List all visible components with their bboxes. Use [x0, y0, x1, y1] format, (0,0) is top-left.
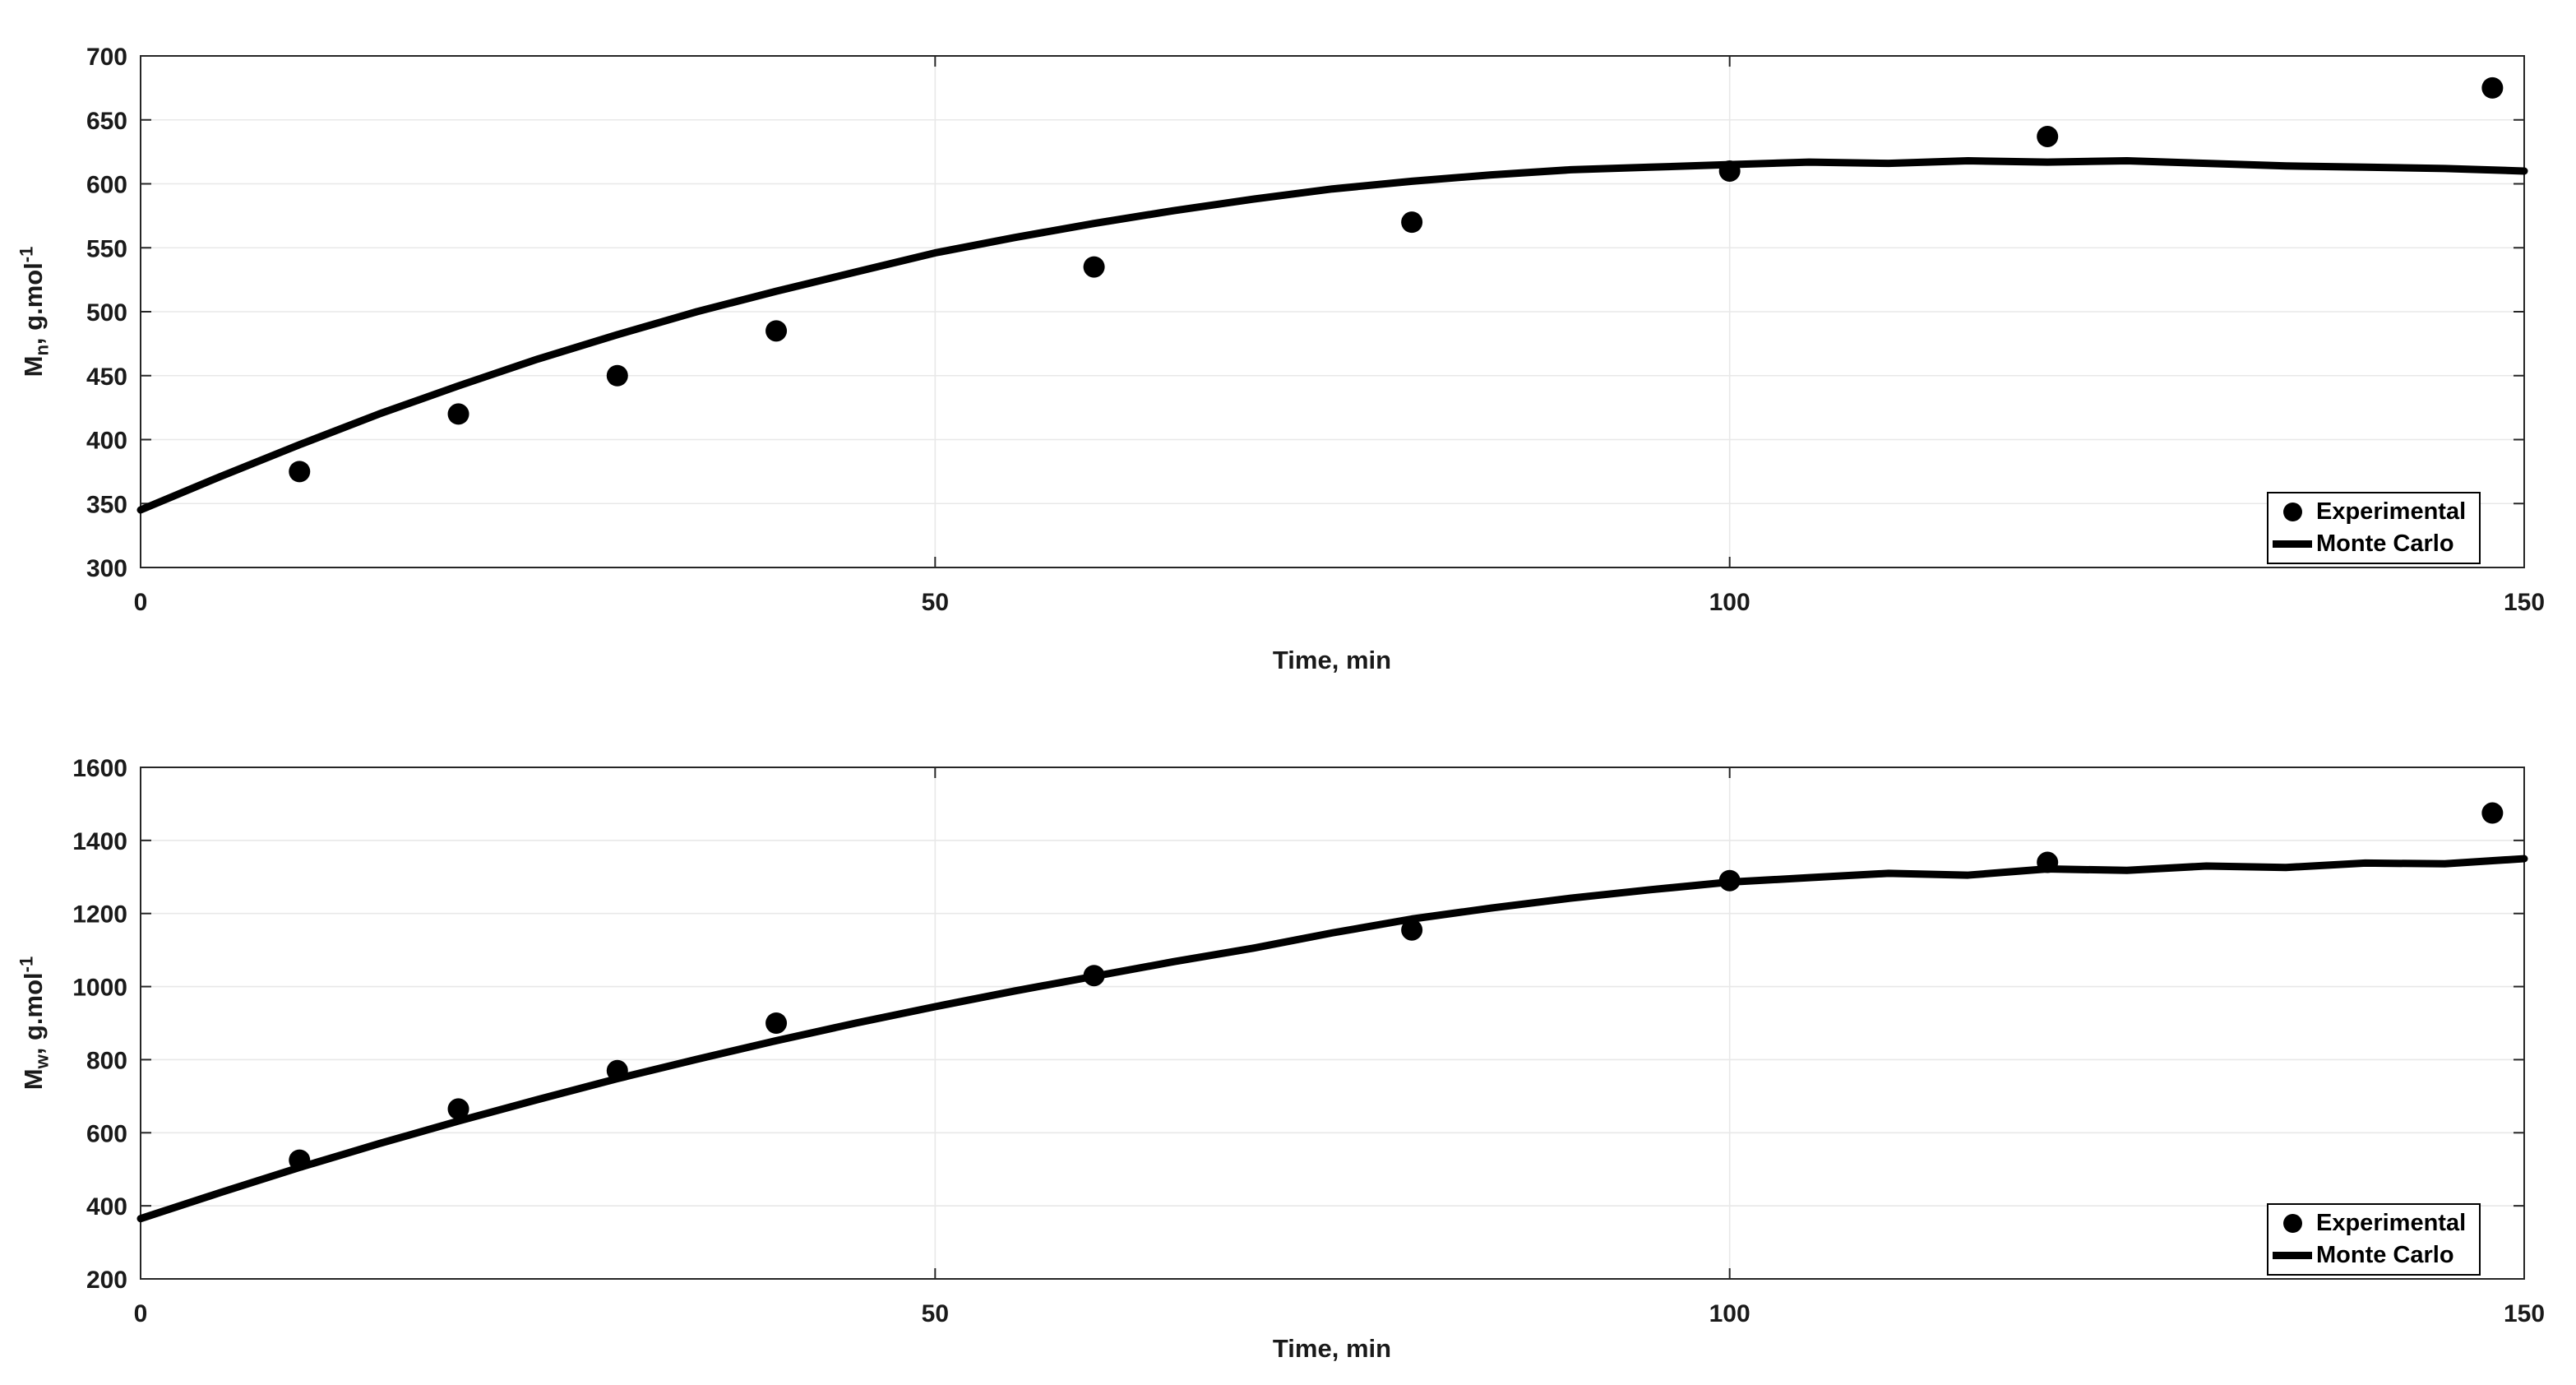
svg-text:100: 100 — [1709, 589, 1750, 616]
y-axis-label-mn-subscript: n — [31, 345, 53, 356]
legend-label-experimental: Experimental — [2316, 498, 2467, 525]
y-axis-label-mn: Mn, g.mol-1 — [16, 247, 53, 378]
chart-0: 0 50 100 150 300 350 400 450 500 550 600 650 700 — [86, 44, 2545, 616]
svg-text:600: 600 — [86, 172, 127, 199]
chart-1: 0 50 100 150 200 400 600 800 1000 1200 1400 1600 — [72, 755, 2545, 1327]
svg-text:1200: 1200 — [72, 901, 127, 929]
svg-text:1600: 1600 — [72, 755, 127, 782]
legend-marker-cell — [2268, 1214, 2316, 1233]
legend-marker-cell — [2268, 540, 2316, 548]
chart-0-series-experimental — [289, 76, 2504, 483]
chart-1-grid — [141, 767, 2524, 1279]
legend-top: Experimental Monte Carlo — [2267, 492, 2481, 564]
legend-label-monte-carlo: Monte Carlo — [2316, 1242, 2454, 1268]
x-axis-label-bottom: Time, min — [1272, 1334, 1392, 1363]
y-axis-label-mw: Mw, g.mol-1 — [16, 957, 53, 1090]
legend-top-entry-experimental: Experimental — [2268, 496, 2479, 528]
svg-text:650: 650 — [86, 108, 127, 135]
legend-label-experimental: Experimental — [2316, 1210, 2467, 1236]
svg-text:300: 300 — [86, 555, 127, 582]
svg-text:400: 400 — [86, 1193, 127, 1221]
chart-1-series-experimental — [289, 802, 2504, 1171]
dot-marker-icon — [2282, 503, 2302, 521]
y-axis-label-mn-units: , g.mol — [19, 262, 49, 345]
y-axis-label-mw-units: , g.mol — [19, 972, 49, 1055]
line-marker-icon — [2273, 540, 2312, 548]
y-axis-label-mw-subscript: w — [31, 1054, 53, 1069]
y-axis-label-mw-prefix: M — [19, 1068, 49, 1091]
svg-text:400: 400 — [86, 428, 127, 455]
svg-text:150: 150 — [2504, 589, 2545, 616]
svg-text:350: 350 — [86, 491, 127, 518]
svg-text:50: 50 — [922, 589, 949, 616]
y-axis-label-mn-prefix: M — [19, 355, 49, 378]
chart-1-axes — [140, 767, 2525, 1280]
chart-0-tick-labels: 0 50 100 150 300 350 400 450 500 550 600 650 700 — [86, 44, 2545, 616]
svg-text:50: 50 — [922, 1300, 949, 1327]
legend-marker-cell — [2268, 503, 2316, 521]
svg-text:100: 100 — [1709, 1300, 1750, 1327]
legend-bottom-entry-experimental: Experimental — [2268, 1207, 2479, 1239]
svg-text:200: 200 — [86, 1267, 127, 1294]
chart-0-series-monte-carlo — [136, 157, 2528, 514]
svg-text:450: 450 — [86, 364, 127, 391]
y-axis-label-mn-superscript: -1 — [16, 246, 37, 263]
legend-bottom: Experimental Monte Carlo — [2267, 1203, 2481, 1276]
svg-text:800: 800 — [86, 1047, 127, 1074]
svg-text:700: 700 — [86, 44, 127, 71]
svg-text:0: 0 — [134, 589, 148, 616]
svg-text:0: 0 — [134, 1300, 148, 1327]
chart-1-tick-labels: 0 50 100 150 200 400 600 800 1000 1200 1400 1600 — [72, 755, 2545, 1327]
svg-text:500: 500 — [86, 299, 127, 327]
svg-text:550: 550 — [86, 235, 127, 262]
legend-top-entry-monte-carlo: Monte Carlo — [2268, 528, 2479, 560]
svg-text:150: 150 — [2504, 1300, 2545, 1327]
legend-bottom-entry-monte-carlo: Monte Carlo — [2268, 1239, 2479, 1272]
line-marker-icon — [2273, 1252, 2312, 1259]
y-axis-label-mw-superscript: -1 — [16, 956, 37, 973]
svg-text:1400: 1400 — [72, 828, 127, 855]
svg-text:600: 600 — [86, 1120, 127, 1147]
chart-0-grid — [141, 56, 2524, 567]
chart-1-series-monte-carlo — [136, 855, 2528, 1223]
legend-marker-cell — [2268, 1252, 2316, 1259]
chart-0-axes — [140, 55, 2525, 568]
svg-text:1000: 1000 — [72, 975, 127, 1002]
dot-marker-icon — [2282, 1214, 2302, 1233]
legend-label-monte-carlo: Monte Carlo — [2316, 530, 2454, 557]
x-axis-label-top: Time, min — [1272, 646, 1392, 674]
